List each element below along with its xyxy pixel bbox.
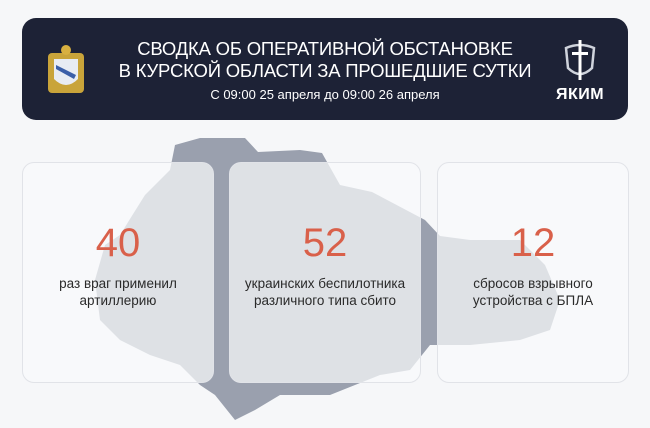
stat-value: 12: [510, 221, 556, 265]
stat-description: украинских беспилотника различного типа …: [234, 275, 416, 309]
title-line-1: СВОДКА ОБ ОПЕРАТИВНОЙ ОБСТАНОВКЕ: [137, 38, 513, 59]
stat-description-line: различного типа сбито: [253, 293, 397, 308]
sword-shield-icon: [564, 40, 596, 80]
stat-description: раз враг применил артиллерию: [27, 275, 209, 309]
title-line-2: В КУРСКОЙ ОБЛАСТИ ЗА ПРОШЕДШИЕ СУТКИ: [118, 60, 532, 81]
stat-description-line: сбросов взрывного: [473, 276, 593, 291]
stat-value: 40: [95, 221, 141, 265]
page-title: СВОДКА ОБ ОПЕРАТИВНОЙ ОБСТАНОВКЕ В КУРСК…: [22, 38, 628, 82]
stat-card-drops: 12 сбросов взрывного устройства с БПЛА: [437, 162, 629, 383]
stat-card-artillery: 40 раз враг применил артиллерию: [22, 162, 214, 383]
stat-description-line: раз враг применил: [59, 276, 177, 291]
stat-description-line: украинских беспилотника: [244, 276, 406, 291]
kursk-coat-of-arms-icon: [48, 45, 84, 93]
stat-value: 52: [302, 221, 348, 265]
date-range: С 09:00 25 апреля до 09:00 26 апреля: [210, 87, 440, 102]
yakim-logo: ЯКИМ: [552, 38, 608, 108]
stat-description-line: артиллерию: [79, 293, 157, 308]
stat-description: сбросов взрывного устройства с БПЛА: [442, 275, 624, 309]
header-banner: СВОДКА ОБ ОПЕРАТИВНОЙ ОБСТАНОВКЕ В КУРСК…: [22, 18, 628, 120]
stat-description-line: устройства с БПЛА: [472, 293, 594, 308]
stat-card-drones: 52 украинских беспилотника различного ти…: [229, 162, 421, 383]
logo-text: ЯКИМ: [555, 86, 605, 103]
